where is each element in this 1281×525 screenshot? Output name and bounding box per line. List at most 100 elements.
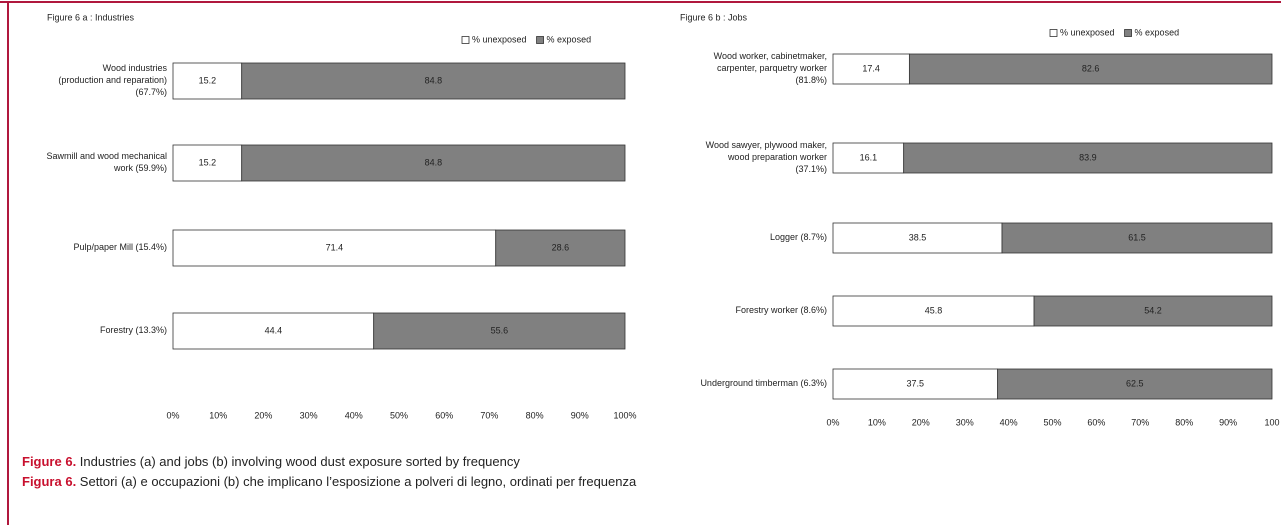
x-tick-label: 30% bbox=[300, 410, 318, 420]
x-tick-label: 50% bbox=[390, 410, 408, 420]
chart-title: Figure 6 a : Industries bbox=[47, 12, 135, 22]
x-tick-label: 80% bbox=[526, 410, 544, 420]
category-line: Forestry worker (8.6%) bbox=[735, 305, 827, 315]
legend-swatch bbox=[1124, 29, 1132, 37]
bar-segment bbox=[241, 62, 626, 100]
category-line: carpenter, parquetry worker bbox=[717, 63, 827, 73]
bar-segment bbox=[832, 295, 1035, 327]
x-tick-label: 40% bbox=[1000, 417, 1018, 427]
bar-segment bbox=[373, 312, 626, 350]
caption-label: Figura 6. bbox=[22, 474, 76, 489]
category-line: wood preparation worker bbox=[727, 152, 827, 162]
x-tick-label: 10% bbox=[868, 417, 886, 427]
category-label: Wood sawyer, plywood maker, wood preparat… bbox=[706, 140, 827, 174]
x-tick-label: 90% bbox=[1219, 417, 1237, 427]
bar-segment bbox=[1001, 222, 1273, 254]
bar-segment bbox=[495, 229, 626, 267]
legend-label: % exposed bbox=[1135, 27, 1180, 37]
x-tick-label: 0% bbox=[826, 417, 839, 427]
caption-text: Settori (a) e occupazioni (b) che implic… bbox=[76, 474, 637, 489]
legend-swatch bbox=[536, 36, 544, 44]
x-tick-label: 40% bbox=[345, 410, 363, 420]
bar-segment bbox=[172, 312, 375, 350]
category-label: Underground timberman (6.3%) bbox=[700, 378, 827, 388]
caption-it: Figura 6. Settori (a) e occupazioni (b) … bbox=[22, 474, 637, 489]
x-tick-label: 20% bbox=[912, 417, 930, 427]
category-label: Wood industries (production and reparatio… bbox=[58, 63, 167, 97]
value-label: 37.5 bbox=[907, 378, 925, 388]
bar-segment bbox=[1033, 295, 1273, 327]
x-tick-label: 10% bbox=[209, 410, 227, 420]
legend-label: % unexposed bbox=[1060, 27, 1115, 37]
bar-segment bbox=[241, 144, 626, 182]
bar-segment bbox=[997, 368, 1273, 400]
value-label: 15.2 bbox=[199, 75, 217, 85]
value-label: 38.5 bbox=[909, 232, 927, 242]
x-tick-label: 50% bbox=[1043, 417, 1061, 427]
value-label: 84.8 bbox=[425, 157, 443, 167]
x-tick-label: 70% bbox=[1131, 417, 1149, 427]
category-label: Forestry worker (8.6%) bbox=[735, 305, 827, 315]
category-label: Sawmill and wood mechanical work (59.9%) bbox=[46, 151, 167, 173]
bar-segment bbox=[832, 142, 905, 174]
caption-text: Industries (a) and jobs (b) involving wo… bbox=[76, 454, 520, 469]
legend-label: % unexposed bbox=[472, 34, 527, 44]
bar-segment bbox=[832, 222, 1003, 254]
value-label: 82.6 bbox=[1082, 63, 1100, 73]
legend-swatch bbox=[1049, 29, 1058, 37]
category-line: Underground timberman (6.3%) bbox=[700, 378, 827, 388]
x-tick-label: 60% bbox=[1087, 417, 1105, 427]
value-label: 55.6 bbox=[491, 325, 509, 335]
category-line: Forestry (13.3%) bbox=[100, 325, 167, 335]
chart-title: Figure 6 b : Jobs bbox=[680, 12, 748, 22]
value-label: 71.4 bbox=[326, 242, 344, 252]
category-line: (production and reparation) bbox=[58, 75, 167, 85]
category-line: (37.1%) bbox=[795, 164, 827, 174]
bar-segment bbox=[172, 62, 243, 100]
value-label: 44.4 bbox=[265, 325, 283, 335]
category-line: Pulp/paper Mill (15.4%) bbox=[73, 242, 167, 252]
legend-swatch bbox=[461, 36, 470, 44]
x-tick-label: 30% bbox=[956, 417, 974, 427]
legend-label: % exposed bbox=[547, 34, 592, 44]
value-label: 28.6 bbox=[552, 242, 570, 252]
value-label: 17.4 bbox=[862, 63, 880, 73]
x-tick-label: 20% bbox=[254, 410, 272, 420]
category-line: Wood worker, cabinetmaker, bbox=[714, 51, 827, 61]
value-label: 62.5 bbox=[1126, 378, 1144, 388]
category-line: Logger (8.7%) bbox=[770, 232, 827, 242]
category-label: Wood worker, cabinetmaker, carpenter, par… bbox=[714, 51, 827, 85]
value-label: 61.5 bbox=[1128, 232, 1146, 242]
category-label: Pulp/paper Mill (15.4%) bbox=[73, 242, 167, 252]
x-tick-label: 0% bbox=[166, 410, 179, 420]
category-line: (81.8%) bbox=[795, 75, 827, 85]
bar-segment bbox=[172, 144, 243, 182]
category-line: work (59.9%) bbox=[113, 163, 167, 173]
value-label: 16.1 bbox=[860, 152, 878, 162]
x-tick-label: 80% bbox=[1175, 417, 1193, 427]
category-line: Sawmill and wood mechanical bbox=[46, 151, 167, 161]
caption-en: Figure 6. Industries (a) and jobs (b) in… bbox=[22, 454, 520, 469]
category-line: (67.7%) bbox=[135, 87, 167, 97]
category-label: Logger (8.7%) bbox=[770, 232, 827, 242]
caption-label: Figure 6. bbox=[22, 454, 76, 469]
value-label: 83.9 bbox=[1079, 152, 1097, 162]
value-label: 45.8 bbox=[925, 305, 943, 315]
bar-segment bbox=[832, 53, 910, 85]
category-line: Wood sawyer, plywood maker, bbox=[706, 140, 827, 150]
value-label: 15.2 bbox=[199, 157, 217, 167]
x-tick-label: 100% bbox=[613, 410, 636, 420]
x-tick-label: 90% bbox=[571, 410, 589, 420]
category-line: Wood industries bbox=[103, 63, 168, 73]
bar-segment bbox=[908, 53, 1273, 85]
bar-segment bbox=[832, 368, 999, 400]
value-label: 84.8 bbox=[425, 75, 443, 85]
value-label: 54.2 bbox=[1144, 305, 1162, 315]
x-tick-label: 100 bbox=[1264, 417, 1279, 427]
x-tick-label: 60% bbox=[435, 410, 453, 420]
category-label: Forestry (13.3%) bbox=[100, 325, 167, 335]
x-tick-label: 70% bbox=[480, 410, 498, 420]
bar-segment bbox=[903, 142, 1273, 174]
